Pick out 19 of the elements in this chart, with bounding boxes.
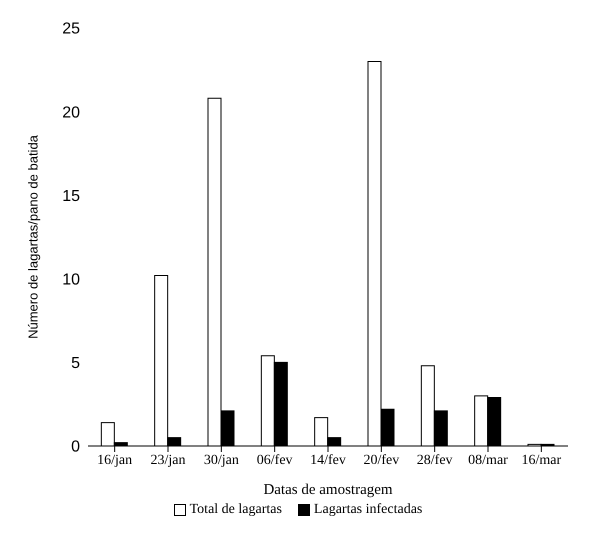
y-tick-label: 20	[62, 104, 80, 122]
y-tick-label: 0	[71, 438, 80, 456]
x-axis-title: Datas de amostragem	[263, 482, 393, 498]
x-tick-label: 30/jan	[204, 452, 239, 468]
x-tick-label: 16/jan	[97, 452, 132, 468]
x-tick-label: 28/fev	[416, 452, 453, 468]
y-tick-label: 10	[62, 271, 80, 288]
legend-label: Lagartas infectadas	[314, 502, 422, 518]
x-tick-label: 20/fev	[363, 452, 400, 468]
x-tick-label: 14/fev	[310, 452, 346, 468]
x-tick-label: 16/mar	[522, 452, 562, 468]
y-tick-label: 5	[71, 355, 80, 372]
x-tick-label: 06/fev	[256, 452, 293, 468]
y-tick-label: 25	[62, 20, 80, 38]
x-tick-label: 23/jan	[150, 452, 186, 468]
y-tick-label: 15	[62, 188, 80, 205]
legend-label: Total de lagartas	[190, 502, 282, 518]
y-axis-title: Número de lagartas/pano de batida	[26, 134, 41, 339]
x-tick-label: 08/mar	[468, 452, 508, 468]
